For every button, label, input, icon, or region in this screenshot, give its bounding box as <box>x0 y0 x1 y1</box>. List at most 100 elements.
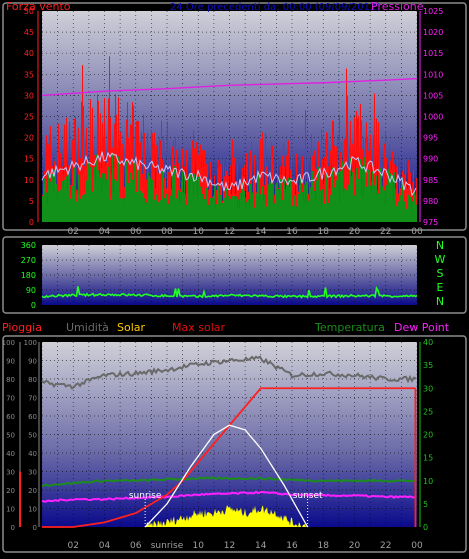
max-solar-curve <box>144 424 309 528</box>
solar-area <box>42 505 417 527</box>
rain-left-tick-label: 10 <box>6 506 15 514</box>
direction-compass-label: N <box>436 295 444 308</box>
pressure-right-tick-label: 1010 <box>423 70 443 79</box>
humidity-line <box>41 355 417 390</box>
humidity-left-tick-label: 50 <box>28 432 37 440</box>
temperature-right-tick-label: 15 <box>423 454 433 463</box>
sun-marker-label: sunrise <box>129 491 162 501</box>
wind-x-tick-label: 04 <box>99 227 111 237</box>
wind-left-tick-label: 10 <box>24 176 34 185</box>
pressure-right-tick-label: 980 <box>423 197 438 206</box>
direction-compass-label: S <box>437 267 444 280</box>
temperature-right-tick-label: 25 <box>423 407 433 416</box>
legend-dew-point: Dew Point <box>394 321 450 334</box>
wind-left-tick-label: 20 <box>24 134 34 143</box>
pressure-right-axis: 975 980 985 990 995 1000 1005 1010 1015 1020 1025 <box>419 7 443 227</box>
wind-left-tick-label: 40 <box>24 49 34 58</box>
wind-left-label: Forza vento <box>6 0 71 13</box>
temperature-right-tick-label: 0 <box>423 523 428 532</box>
weather-x-tick-label: 18 <box>318 541 330 551</box>
rain-left-tick-label: 90 <box>6 358 15 366</box>
dew-point-line <box>41 490 417 503</box>
rain-left-tick-label: 30 <box>6 469 15 477</box>
wind-x-tick-label: 14 <box>255 227 267 237</box>
direction-left-tick-label: 360 <box>21 241 36 250</box>
wind-chart-title: 24 Ore precedenti da: 00:00 (09/09/2012) <box>170 2 380 13</box>
humidity-left-tick-label: 80 <box>28 376 37 384</box>
wind-x-tick-label: 10 <box>193 227 205 237</box>
weather-x-tick-label: 00 <box>411 541 423 551</box>
wind-direction-line <box>41 286 418 299</box>
pressure-right-tick-label: 975 <box>423 218 438 227</box>
pressure-right-tick-label: 1015 <box>423 49 443 58</box>
rain-left-tick-label: 0 <box>11 524 15 532</box>
temperature-right-tick-label: 35 <box>423 361 433 370</box>
temperature-line <box>41 476 417 488</box>
wind-left-tick-label: 0 <box>29 218 34 227</box>
legend-solar: Solar <box>117 321 146 334</box>
humidity-left-tick-label: 70 <box>28 395 37 403</box>
wind-x-tick-label: 06 <box>130 227 142 237</box>
direction-left-tick-label: 90 <box>26 286 36 295</box>
wind-left-tick-label: 25 <box>24 113 34 122</box>
wind-x-tick-label: 18 <box>318 227 330 237</box>
direction-left-tick-label: 180 <box>21 271 36 280</box>
direction-compass-label: N <box>436 239 444 252</box>
wind-left-tick-label: 5 <box>29 197 34 206</box>
direction-series <box>41 286 418 299</box>
legend-max-solar: Max solar <box>172 321 225 334</box>
weather-legend: Pioggia Umidità Solar Max solar Temperat… <box>2 321 450 334</box>
rain-left-tick-label: 70 <box>6 395 15 403</box>
wind-x-tick-label: 22 <box>380 227 391 237</box>
weather-x-tick-label: 04 <box>99 541 111 551</box>
direction-left-tick-label: 270 <box>21 256 36 265</box>
rain-left-tick-label: 100 <box>2 339 15 347</box>
wind-x-tick-label: 20 <box>349 227 361 237</box>
wind-left-tick-label: 15 <box>24 155 34 164</box>
weather-left-axes: 0 10 20 30 40 50 60 70 80 90 100 0 10 20 30 40 50 60 70 80 9… <box>2 339 40 532</box>
pressure-right-tick-label: 1025 <box>423 7 443 16</box>
weather-x-tick-label: 22 <box>380 541 391 551</box>
humidity-left-tick-label: 10 <box>28 506 37 514</box>
rain-line <box>42 387 416 528</box>
wind-left-tick-label: 30 <box>24 91 34 100</box>
direction-left-axis: 0 90 180 270 360 <box>21 241 36 310</box>
sun-annotations: sunrise sunset <box>129 491 323 527</box>
wind-left-tick-label: 50 <box>24 7 34 16</box>
rain-left-tick-label: 20 <box>6 487 15 495</box>
direction-grid <box>41 245 418 305</box>
weather-x-tick-label: 02 <box>68 541 79 551</box>
direction-left-tick-label: 0 <box>31 301 36 310</box>
legend-temperatura: Temperatura <box>314 321 385 334</box>
wind-x-tick-label: 00 <box>411 227 423 237</box>
weather-x-tick-label: 16 <box>286 541 298 551</box>
temperature-right-axis: 0 5 10 15 20 25 30 35 40 <box>419 338 433 532</box>
weather-series <box>41 355 417 528</box>
temperature-right-tick-label: 5 <box>423 500 428 509</box>
wind-left-tick-label: 45 <box>24 28 34 37</box>
humidity-left-tick-label: 100 <box>24 339 37 347</box>
rain-left-tick-label: 80 <box>6 376 15 384</box>
wind-x-tick-label: 12 <box>224 227 235 237</box>
humidity-left-tick-label: 60 <box>28 413 37 421</box>
temperature-right-tick-label: 30 <box>423 384 433 393</box>
pressure-right-tick-label: 1005 <box>423 91 443 100</box>
legend-pioggia: Pioggia <box>2 321 42 334</box>
wind-x-tick-label: 08 <box>161 227 173 237</box>
sun-marker-label: sunset <box>293 491 323 501</box>
pressure-right-tick-label: 1020 <box>423 28 443 37</box>
rain-left-tick-label: 60 <box>6 413 15 421</box>
weather-x-tick-label: 06 <box>130 541 142 551</box>
weather-x-tick-label: 12 <box>224 541 235 551</box>
humidity-left-tick-label: 20 <box>28 487 37 495</box>
temperature-right-tick-label: 40 <box>423 338 433 347</box>
pressure-right-label: Pressione <box>371 0 424 13</box>
weather-x-axis: 02 04 06 sunrise 10 12 14 16 18 20 22 00 <box>68 541 423 551</box>
weather-grid <box>41 342 418 527</box>
wind-x-tick-label: 16 <box>286 227 298 237</box>
pressure-right-tick-label: 990 <box>423 155 438 164</box>
